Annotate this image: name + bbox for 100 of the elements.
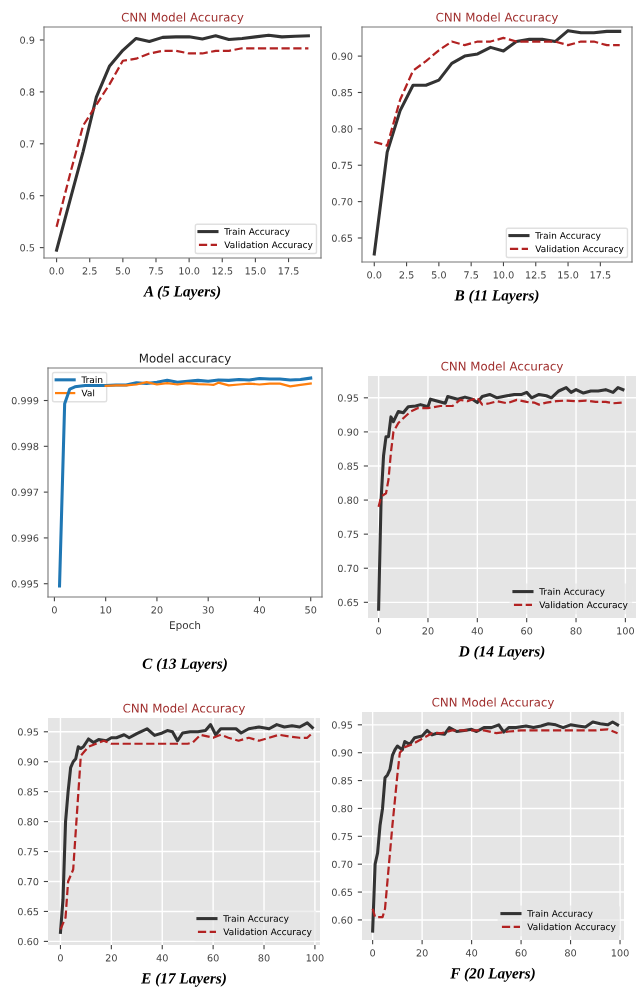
- x-tick-label: 12.5: [212, 267, 233, 275]
- y-tick-label: 0.80: [331, 804, 353, 813]
- text: F (20 Layers): [450, 967, 535, 982]
- y-tick-label: 0.80: [337, 496, 359, 504]
- chart-title: CNN Model Accuracy: [123, 703, 246, 715]
- y-tick-label: 0.8: [20, 88, 35, 96]
- x-tick-label: 10.0: [493, 271, 514, 279]
- y-tick-label: 0.60: [331, 916, 353, 924]
- legend-label: Train Accuracy: [223, 914, 289, 924]
- line-series: [55, 47, 310, 228]
- x-tick-label: 17.5: [278, 267, 299, 275]
- x-tick-label: 60: [207, 954, 219, 962]
- line-series: [373, 36, 621, 147]
- x-tick-label: 2.5: [399, 271, 414, 279]
- x-tick-label: 10.0: [179, 267, 200, 275]
- y-tick-label: 0.70: [331, 198, 353, 206]
- x-tick-label: 0: [51, 606, 57, 614]
- line-series: [58, 376, 313, 588]
- y-tick-label: 0.998: [11, 442, 39, 451]
- text: A (5 Layers): [143, 285, 221, 300]
- chart-title: CNN Model Accuracy: [432, 697, 555, 709]
- x-tick-label: 80: [570, 627, 582, 635]
- y-tick-label: 0.6: [20, 192, 35, 200]
- y-tick-label: 0.85: [331, 777, 353, 785]
- text: E (17 Layers): [141, 972, 226, 987]
- line-series: [377, 396, 625, 508]
- y-tick-label: 0.75: [331, 832, 353, 841]
- y-tick-label: 0.95: [17, 728, 39, 736]
- y-tick-label: 0.996: [11, 534, 39, 542]
- y-tick-label: 0.65: [331, 234, 353, 242]
- x-tick-label: 50: [305, 606, 317, 614]
- x-tick-label: 60: [521, 627, 533, 635]
- x-tick-label: 0: [58, 954, 63, 962]
- chart-title: CNN Model Accuracy: [436, 12, 559, 24]
- x-tick-label: 80: [258, 954, 270, 962]
- y-tick-label: 0.80: [331, 125, 353, 133]
- x-tick-label: 20: [416, 949, 428, 957]
- legend-label: Validation Accuracy: [539, 601, 628, 610]
- line-series: [372, 29, 622, 256]
- y-tick-label: 0.85: [17, 788, 39, 796]
- y-tick-label: 0.90: [337, 428, 359, 436]
- y-tick-label: 0.70: [17, 877, 39, 886]
- legend-label: Validation Accuracy: [224, 241, 313, 250]
- y-tick-label: 0.90: [17, 758, 39, 766]
- x-tick-label: 5.0: [431, 271, 446, 279]
- legend-label: Train Accuracy: [224, 227, 290, 237]
- y-tick-label: 0.85: [331, 88, 353, 97]
- chart-title: Model accuracy: [139, 353, 231, 365]
- x-tick-label: 20: [422, 627, 434, 635]
- x-tick-label: 100: [617, 627, 635, 635]
- x-tick-label: 80: [565, 949, 577, 957]
- y-tick-label: 0.80: [17, 818, 39, 826]
- y-tick-label: 0.75: [17, 848, 39, 856]
- legend-label: Train Accuracy: [527, 909, 593, 919]
- y-tick-label: 0.95: [331, 721, 353, 729]
- legend-label: Validation Accuracy: [223, 928, 312, 937]
- legend-label: Train Accuracy: [535, 231, 601, 241]
- y-tick-label: 0.5: [20, 244, 35, 252]
- x-tick-label: 0.0: [49, 267, 64, 275]
- x-tick-label: 7.5: [149, 267, 163, 275]
- x-tick-label: 100: [306, 954, 324, 962]
- y-tick-label: 0.995: [11, 580, 39, 588]
- x-tick-label: 7.5: [464, 271, 479, 279]
- chart-title: CNN Model Accuracy: [121, 12, 244, 24]
- x-tick-label: 17.5: [590, 271, 611, 279]
- x-tick-label: 5.0: [115, 267, 130, 275]
- y-tick-label: 0.9: [20, 36, 35, 44]
- y-tick-label: 0.95: [337, 394, 359, 402]
- y-tick-label: 0.75: [331, 161, 353, 170]
- legend-label: Validation Accuracy: [527, 923, 616, 932]
- y-tick-label: 0.7: [20, 140, 35, 148]
- x-tick-label: 0: [376, 627, 382, 635]
- legend-label: Validation Accuracy: [535, 245, 624, 254]
- y-tick-label: 0.90: [331, 749, 353, 757]
- y-tick-label: 0.85: [337, 462, 359, 470]
- x-axis-title: Epoch: [170, 620, 201, 632]
- y-tick-label: 0.90: [331, 52, 353, 60]
- x-tick-label: 40: [156, 954, 168, 962]
- y-tick-label: 0.70: [331, 860, 353, 869]
- y-tick-label: 0.65: [17, 907, 39, 916]
- x-tick-label: 0: [370, 949, 376, 957]
- x-tick-label: 60: [515, 949, 527, 957]
- x-tick-label: 40: [471, 627, 483, 635]
- x-tick-label: 40: [465, 949, 478, 957]
- text: B (11 Layers): [454, 289, 539, 304]
- legend-label: Train Accuracy: [539, 587, 605, 597]
- y-tick-label: 0.65: [337, 598, 359, 607]
- x-tick-label: 15.0: [558, 271, 579, 279]
- x-tick-label: 0.0: [367, 271, 382, 279]
- x-tick-label: 20: [105, 954, 117, 962]
- y-tick-label: 0.65: [331, 888, 353, 896]
- y-tick-label: 0.60: [17, 937, 39, 946]
- x-tick-label: 30: [202, 606, 214, 614]
- y-tick-label: 0.999: [11, 397, 39, 405]
- x-tick-label: 2.5: [82, 267, 97, 275]
- x-tick-label: 100: [611, 949, 629, 957]
- y-tick-label: 0.70: [337, 564, 359, 573]
- chart-title: CNN Model Accuracy: [441, 361, 564, 373]
- x-tick-label: 12.5: [526, 271, 546, 279]
- x-tick-label: 40: [253, 606, 265, 614]
